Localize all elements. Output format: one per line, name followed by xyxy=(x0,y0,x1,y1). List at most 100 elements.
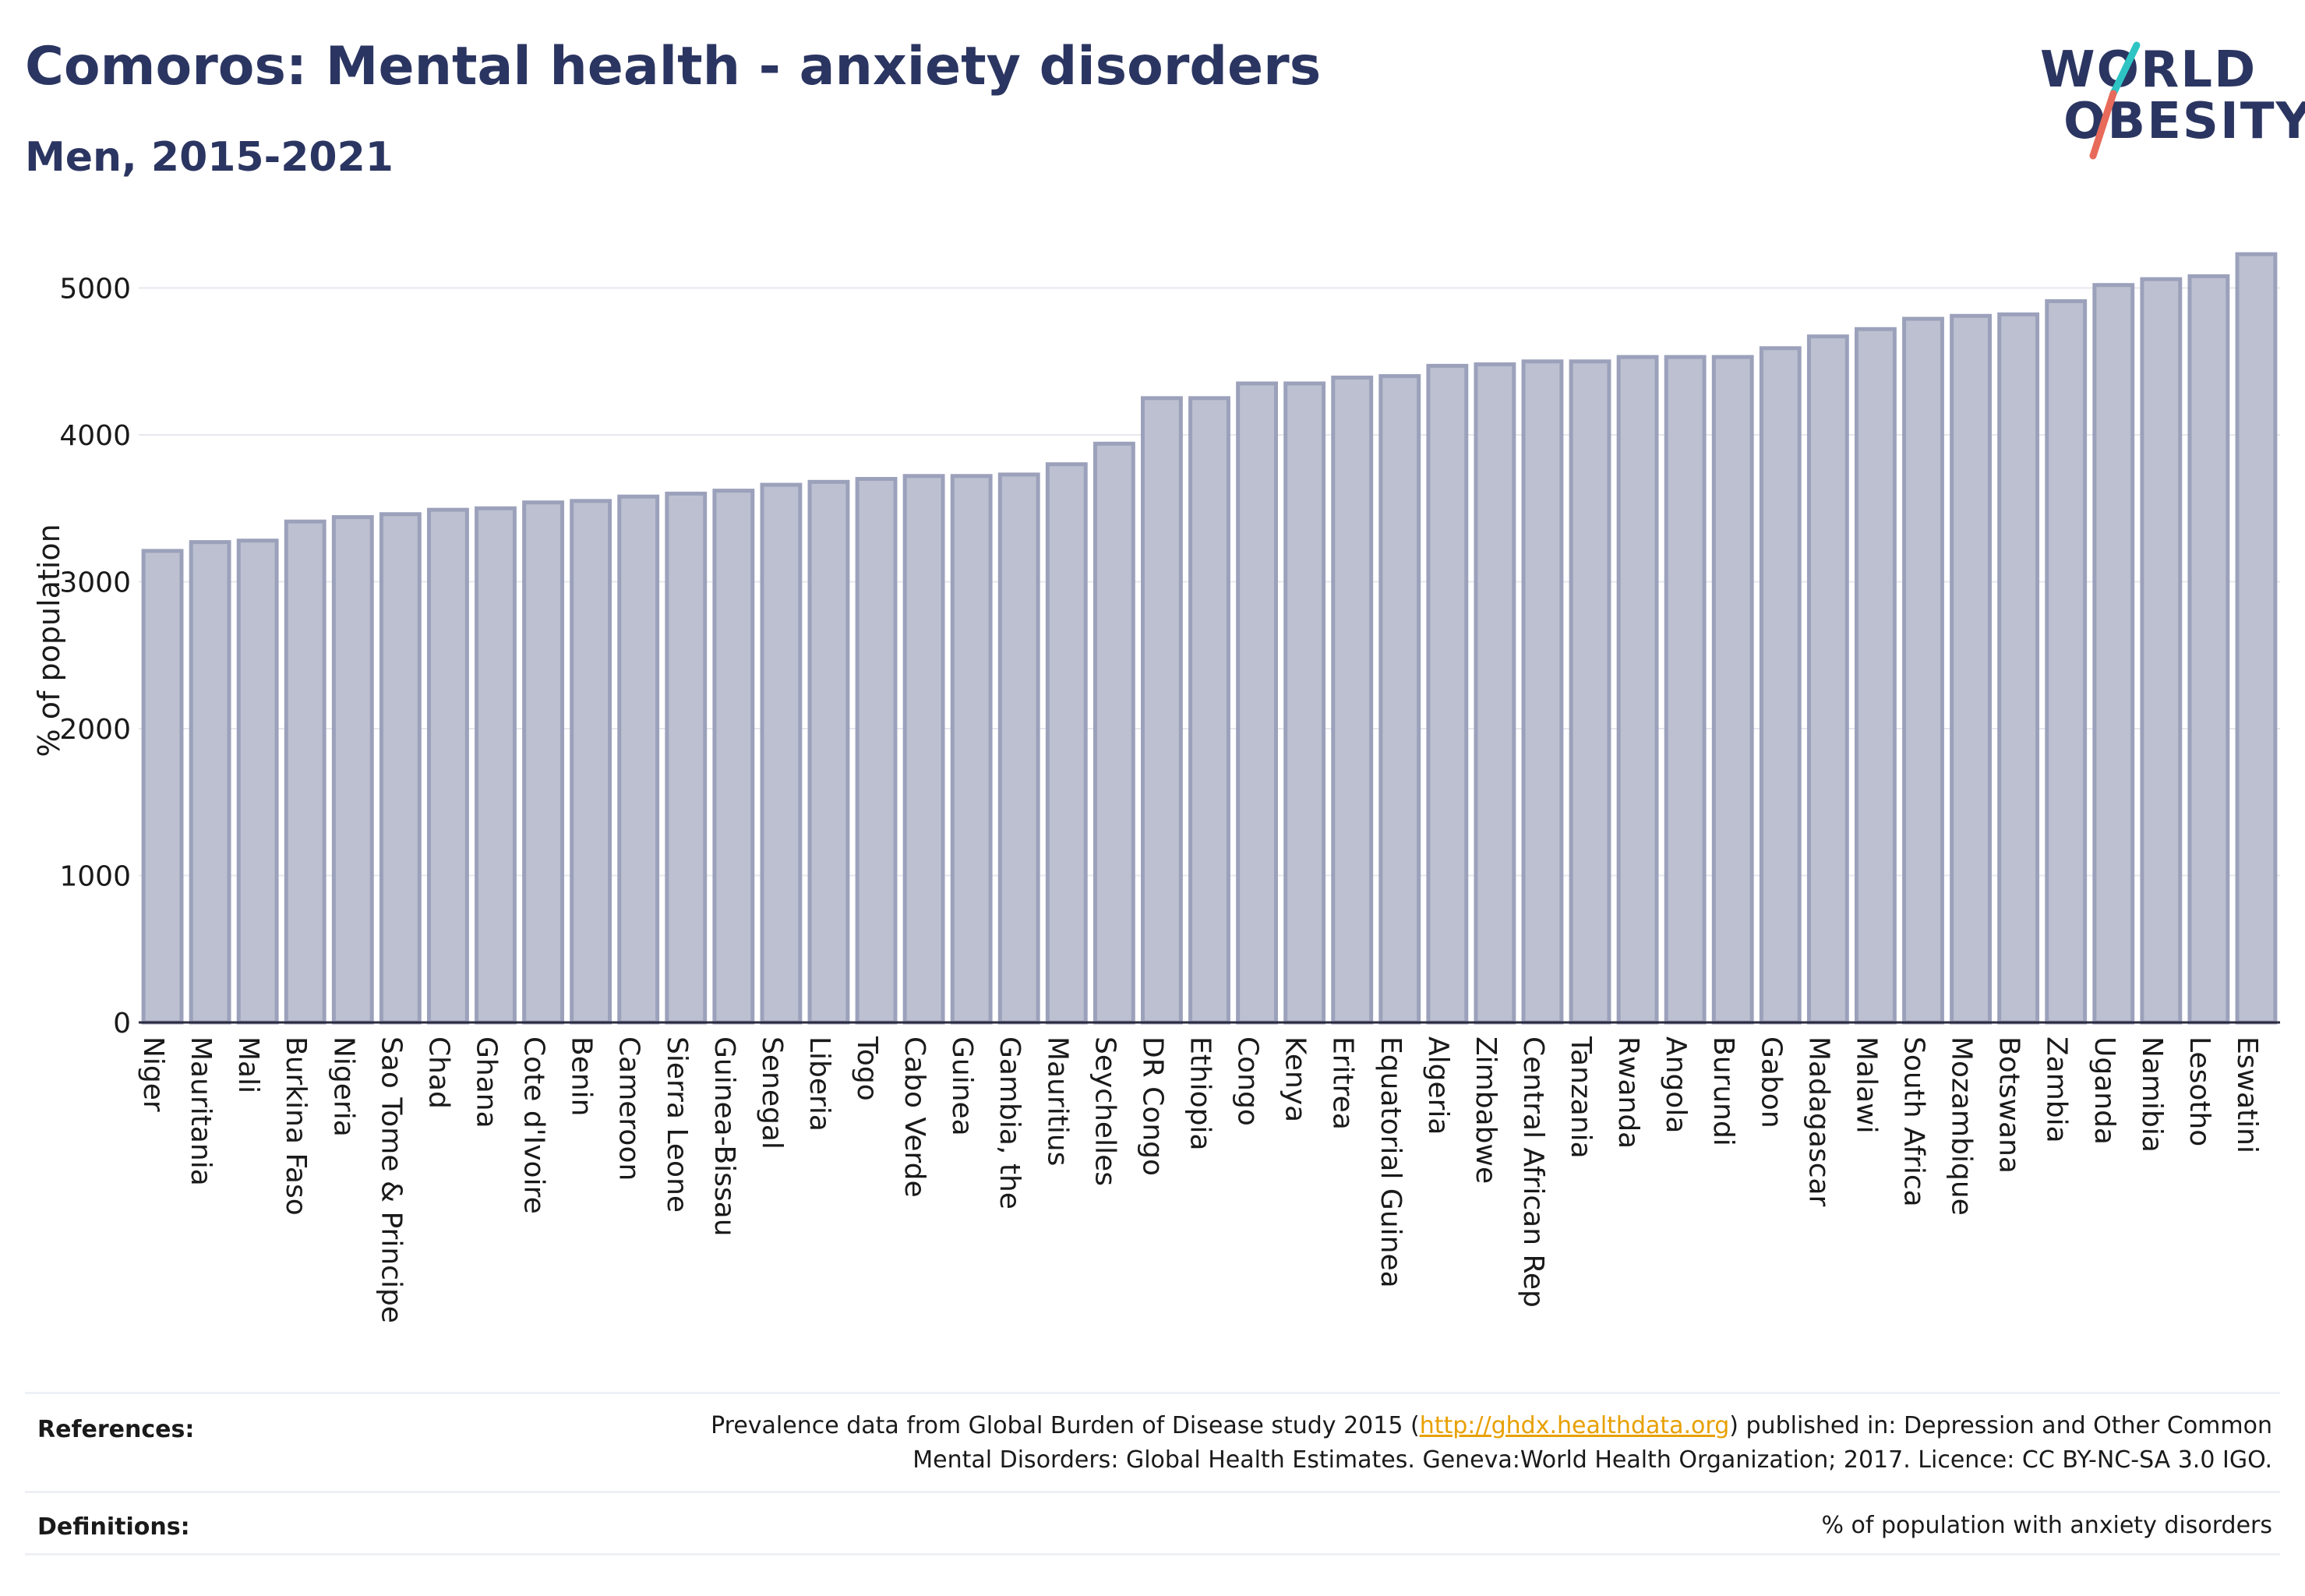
x-tick-label: Ethiopia xyxy=(1184,1036,1216,1151)
bar-rwanda xyxy=(1616,355,1659,1025)
references-link[interactable]: http://ghdx.healthdata.org xyxy=(1419,1412,1730,1439)
x-tick-label: Namibia xyxy=(2136,1036,2168,1153)
x-tick-label: Guinea-Bissau xyxy=(708,1036,740,1237)
references-text-2: ) published in: Depression and Other Com… xyxy=(1729,1412,2272,1439)
bar-seychelles xyxy=(1092,441,1135,1025)
bar-cote-d-ivoire xyxy=(522,500,564,1025)
x-tick-label: Sierra Leone xyxy=(661,1036,693,1213)
bar-mauritius xyxy=(1045,462,1088,1025)
bar-angola xyxy=(1664,355,1707,1025)
bar-madagascar xyxy=(1806,334,1849,1025)
bar-chart: 0 1000 2000 3000 4000 5000 Niger Mauritania Mal… xyxy=(32,252,2280,1323)
bar-algeria xyxy=(1426,363,1469,1025)
x-tick-label: Central African Rep xyxy=(1517,1036,1549,1308)
bar-niger xyxy=(141,549,184,1025)
x-tick-label: Botswana xyxy=(1993,1036,2025,1174)
bar-guinea-bissau xyxy=(712,489,755,1025)
bar-gambia-the xyxy=(997,472,1040,1025)
x-tick-label: Nigeria xyxy=(327,1036,359,1137)
x-tick-label: Zambia xyxy=(2041,1036,2073,1143)
references-text-1: Prevalence data from Global Burden of Di… xyxy=(711,1412,1420,1439)
bar-malawi xyxy=(1855,327,1897,1025)
logo-slash-icon xyxy=(2089,41,2141,160)
bar-uganda xyxy=(2092,283,2135,1025)
x-tick-label: Angola xyxy=(1660,1036,1692,1133)
x-tick-label: Ghana xyxy=(471,1036,503,1128)
x-tick-label: Sao Tome & Principe xyxy=(375,1036,407,1323)
references-label: References: xyxy=(37,1416,195,1443)
bar-mozambique xyxy=(1950,313,1992,1025)
y-axis-label: % of population xyxy=(32,524,66,757)
bar-nigeria xyxy=(331,515,374,1025)
world-obesity-logo: WORLD OBESITY xyxy=(2026,37,2305,170)
bar-cameroon xyxy=(617,494,660,1025)
y-tick-label: 0 xyxy=(113,1008,131,1040)
x-tick-label: Cameroon xyxy=(613,1036,645,1181)
bar-mali xyxy=(236,538,279,1025)
x-tick-label: Kenya xyxy=(1280,1036,1311,1122)
bar-equatorial-guinea xyxy=(1378,374,1421,1025)
x-tick-label: South Africa xyxy=(1898,1036,1930,1207)
bar-chad xyxy=(427,507,469,1025)
x-tick-label: Madagascar xyxy=(1802,1036,1834,1207)
x-tick-label: Burundi xyxy=(1707,1036,1739,1146)
x-tick-label: Seychelles xyxy=(1089,1036,1121,1186)
bar-senegal xyxy=(760,482,803,1025)
x-tick-label: Niger xyxy=(137,1036,169,1112)
x-tick-label: Burkina Faso xyxy=(280,1036,312,1216)
bar-mauritania xyxy=(189,540,231,1025)
y-tick-label: 1000 xyxy=(59,861,131,893)
bar-central-african-rep xyxy=(1521,359,1564,1025)
x-tick-label: Senegal xyxy=(756,1036,788,1149)
bar-zambia xyxy=(2045,298,2088,1025)
x-tick-label: Malawi xyxy=(1850,1036,1882,1134)
x-tick-label: DR Congo xyxy=(1136,1036,1168,1176)
x-tick-label: Benin xyxy=(566,1036,598,1116)
x-tick-label: Mauritius xyxy=(1041,1036,1073,1166)
bar-togo xyxy=(855,477,898,1025)
bar-gabon xyxy=(1759,346,1802,1025)
bar-tanzania xyxy=(1569,359,1611,1025)
x-tick-label: Mauritania xyxy=(185,1036,217,1186)
logo-line-1: WORLD xyxy=(2040,41,2257,99)
bar-eswatini xyxy=(2235,252,2278,1025)
y-tick-label: 5000 xyxy=(59,274,131,305)
x-tick-label: Rwanda xyxy=(1612,1036,1644,1149)
x-tick-label: Gabon xyxy=(1755,1036,1787,1128)
footer-divider-top xyxy=(25,1392,2280,1394)
x-tick-label: Guinea xyxy=(946,1036,978,1136)
x-tick-label: Chad xyxy=(422,1036,454,1109)
x-tick-label: Uganda xyxy=(2088,1036,2120,1145)
y-tick-labels: 0 1000 2000 3000 4000 5000 xyxy=(59,274,131,1040)
bar-cabo-verde xyxy=(902,474,945,1025)
chart-subtitle: Men, 2015-2021 xyxy=(25,134,394,181)
footer-divider-middle xyxy=(25,1491,2280,1493)
x-tick-label: Eritrea xyxy=(1327,1036,1359,1130)
x-tick-label: Cote d'Ivoire xyxy=(518,1036,550,1214)
y-tick-label: 3000 xyxy=(59,567,131,599)
bar-sao-tome-principe xyxy=(379,512,422,1025)
bar-botswana xyxy=(1997,312,2040,1025)
chart-title: Comoros: Mental health - anxiety disorde… xyxy=(25,36,1322,97)
bar-zimbabwe xyxy=(1474,362,1516,1025)
bar-ethiopia xyxy=(1188,396,1230,1025)
x-tick-label: Algeria xyxy=(1422,1036,1454,1135)
bar-guinea xyxy=(950,474,993,1025)
bar-dr-congo xyxy=(1141,396,1183,1025)
bar-liberia xyxy=(807,479,850,1025)
bar-burundi xyxy=(1711,355,1754,1025)
x-tick-label: Togo xyxy=(851,1036,883,1101)
y-tick-label: 4000 xyxy=(59,420,131,452)
bar-eritrea xyxy=(1331,375,1374,1025)
definitions-label: Definitions: xyxy=(37,1513,190,1541)
x-tick-label: Cabo Verde xyxy=(898,1036,930,1198)
x-tick-labels: Niger Mauritania Mali Burkina Faso Nigeria Sa… xyxy=(137,1036,2263,1323)
x-tick-label: Eswatini xyxy=(2231,1036,2263,1153)
x-tick-label: Lesotho xyxy=(2183,1036,2215,1146)
bar-lesotho xyxy=(2187,274,2230,1025)
references-text: Prevalence data from Global Burden of Di… xyxy=(711,1409,2272,1478)
bar-ghana xyxy=(475,506,517,1025)
definitions-text: % of population with anxiety disorders xyxy=(1821,1512,2272,1539)
x-tick-label: Equatorial Guinea xyxy=(1375,1036,1407,1288)
references-text-3: Mental Disorders: Global Health Estimate… xyxy=(912,1446,2272,1474)
